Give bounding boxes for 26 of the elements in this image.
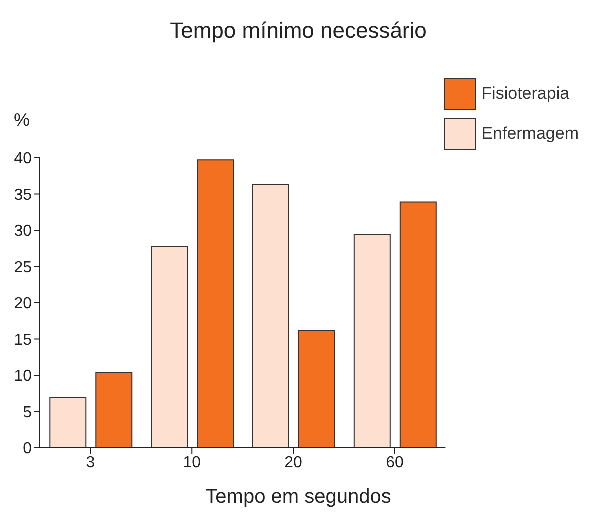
y-tick-label: 35 <box>14 186 32 204</box>
y-tick-label: 5 <box>23 404 32 422</box>
chart-title: Tempo mínimo necessário <box>169 18 428 44</box>
y-tick-label: 25 <box>14 259 32 276</box>
y-tick-label: 0 <box>23 440 32 458</box>
y-tick-label: 10 <box>14 368 32 386</box>
x-tick-label: 20 <box>284 454 303 472</box>
y-tick-label: 40 <box>14 150 32 168</box>
y-axis-title: % <box>14 110 30 131</box>
bar <box>354 234 391 448</box>
legend-label: Enfermagem <box>482 124 579 144</box>
x-tick-label: 60 <box>386 454 404 472</box>
y-tick-label: 30 <box>14 223 32 240</box>
bar <box>252 184 290 448</box>
bar <box>298 330 336 448</box>
bar <box>151 246 188 448</box>
x-tick-label: 3 <box>86 454 96 472</box>
bar <box>400 202 437 448</box>
y-tick-label: 15 <box>14 332 32 349</box>
x-tick-label: 10 <box>183 454 202 472</box>
bar <box>197 160 234 448</box>
y-tick-label: 20 <box>14 296 32 313</box>
bar <box>96 372 133 448</box>
legend-label: Fisioterapia <box>482 84 570 104</box>
x-axis-title: Tempo em segundos <box>204 486 392 509</box>
bar <box>50 397 87 448</box>
